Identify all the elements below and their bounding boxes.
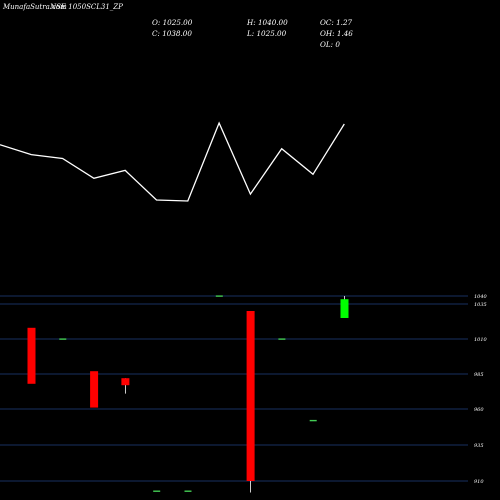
high-value: H: 1040.00 [246,18,288,27]
y-tick-label: 985 [474,372,484,378]
candle-doji [215,295,223,297]
candle-doji [309,419,317,422]
y-tick-label: 1035 [474,302,487,308]
close-value: C: 1038.00 [152,29,192,38]
candle-body [340,299,349,318]
candle-body [246,311,255,481]
candlestick-chart [27,295,349,493]
open-value: O: 1025.00 [152,18,193,27]
ol-value: OL: 0 [320,40,340,49]
low-value: L: 1025.00 [246,29,287,38]
oc-value: OC: 1.27 [320,18,353,27]
candle-doji [59,338,67,340]
y-tick-label: 935 [474,443,484,449]
title-overlap-text: MunafaSutra.com [2,3,67,11]
y-tick-label: 1040 [474,294,488,300]
y-tick-label: 1010 [474,337,488,343]
candle-doji [153,490,161,492]
candle-body [121,378,130,386]
candle-body [27,327,36,384]
price-line-chart [0,121,345,202]
candle-doji [184,490,192,492]
candle-doji [278,338,286,340]
candle-body [90,371,99,408]
price-grid: 1040 1035 1010 985 960 935 910 [0,294,488,485]
oh-value: OH: 1.46 [320,29,353,38]
title-symbol-text: NSE 1050SCL31_ZP [49,3,123,11]
y-tick-label: 910 [474,479,484,485]
price-line [0,121,345,202]
y-tick-label: 960 [474,407,484,413]
